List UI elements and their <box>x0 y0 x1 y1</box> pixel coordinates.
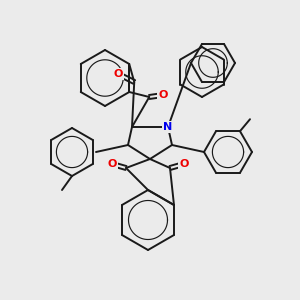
Text: O: O <box>159 90 168 100</box>
Text: O: O <box>107 159 117 169</box>
Text: O: O <box>114 69 123 79</box>
Text: O: O <box>179 159 189 169</box>
Text: N: N <box>164 122 172 132</box>
